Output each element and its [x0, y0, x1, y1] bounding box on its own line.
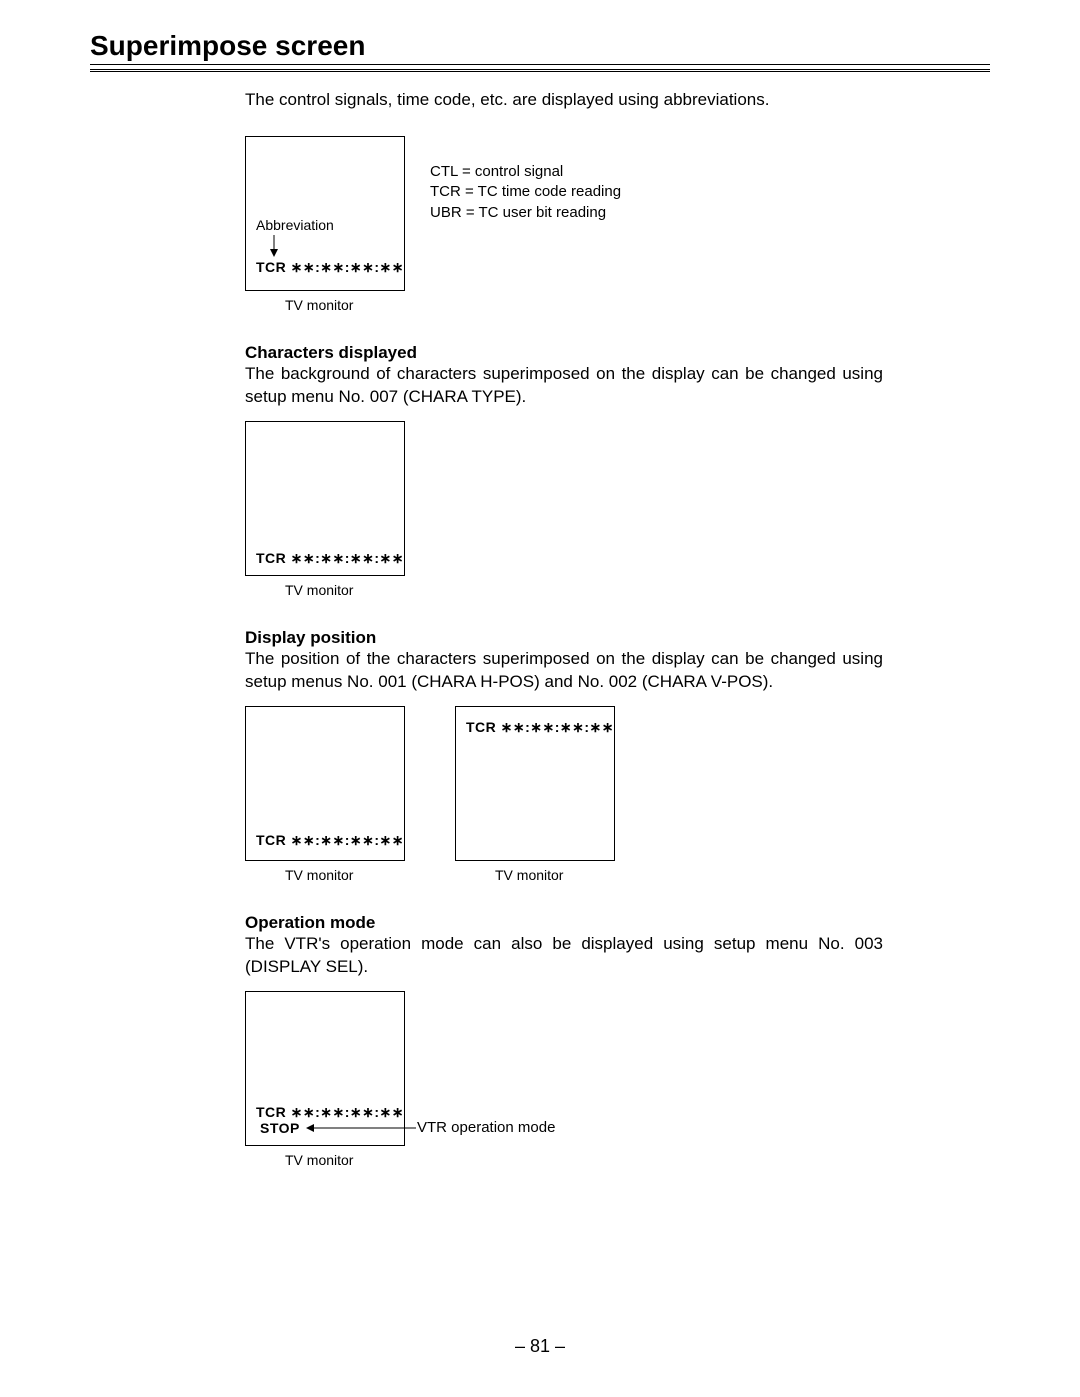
down-arrow-icon	[268, 235, 280, 257]
heading-chars: Characters displayed	[245, 343, 883, 363]
monitor-1-caption: TV monitor	[285, 297, 405, 313]
monitor-2-wrapper: TCR ∗∗:∗∗:∗∗:∗∗ TV monitor	[245, 421, 883, 598]
page-title: Superimpose screen	[90, 30, 990, 62]
heading-pos: Display position	[245, 628, 883, 648]
def-ubr: UBR = TC user bit reading	[430, 203, 621, 223]
monitor-3-box: TCR ∗∗:∗∗:∗∗:∗∗	[245, 706, 405, 861]
body-chars: The background of characters superimpose…	[245, 363, 883, 409]
abbreviation-label: Abbreviation	[256, 217, 334, 233]
vtr-mode-label: VTR operation mode	[417, 1119, 555, 1136]
tcr-reading-2: TCR ∗∗:∗∗:∗∗:∗∗	[256, 550, 404, 567]
monitor-2-caption: TV monitor	[285, 582, 883, 598]
body-pos: The position of the characters superimpo…	[245, 648, 883, 694]
monitor-1-wrapper: Abbreviation TCR ∗∗:∗∗:∗∗:∗∗ TV monitor	[245, 136, 405, 313]
monitor-5-box: TCR ∗∗:∗∗:∗∗:∗∗ STOP	[245, 991, 405, 1146]
monitor-4-caption: TV monitor	[495, 867, 615, 883]
monitor-5-wrapper: TCR ∗∗:∗∗:∗∗:∗∗ STOP TV monitor	[245, 991, 405, 1168]
tcr-reading-5: TCR ∗∗:∗∗:∗∗:∗∗	[256, 1104, 404, 1121]
body-op: The VTR's operation mode can also be dis…	[245, 933, 883, 979]
page-number: – 81 –	[0, 1336, 1080, 1357]
heading-op: Operation mode	[245, 913, 883, 933]
def-ctl: CTL = control signal	[430, 162, 621, 182]
monitor-4-box: TCR ∗∗:∗∗:∗∗:∗∗	[455, 706, 615, 861]
monitor-1-box: Abbreviation TCR ∗∗:∗∗:∗∗:∗∗	[245, 136, 405, 291]
tcr-reading-1: TCR ∗∗:∗∗:∗∗:∗∗	[256, 259, 404, 276]
tcr-reading-4: TCR ∗∗:∗∗:∗∗:∗∗	[466, 719, 614, 736]
left-arrow-icon	[306, 1123, 416, 1133]
tcr-reading-3: TCR ∗∗:∗∗:∗∗:∗∗	[256, 832, 404, 849]
title-rule	[90, 64, 990, 72]
monitor-2-box: TCR ∗∗:∗∗:∗∗:∗∗	[245, 421, 405, 576]
def-tcr: TCR = TC time code reading	[430, 182, 621, 202]
monitor-3-wrapper: TCR ∗∗:∗∗:∗∗:∗∗ TV monitor	[245, 706, 405, 883]
monitor-3-caption: TV monitor	[285, 867, 405, 883]
monitor-5-caption: TV monitor	[285, 1152, 405, 1168]
intro-text: The control signals, time code, etc. are…	[245, 90, 883, 110]
stop-text: STOP	[260, 1120, 300, 1136]
abbrev-definitions: CTL = control signal TCR = TC time code …	[430, 136, 621, 223]
monitor-4-wrapper: TCR ∗∗:∗∗:∗∗:∗∗ TV monitor	[455, 706, 615, 883]
